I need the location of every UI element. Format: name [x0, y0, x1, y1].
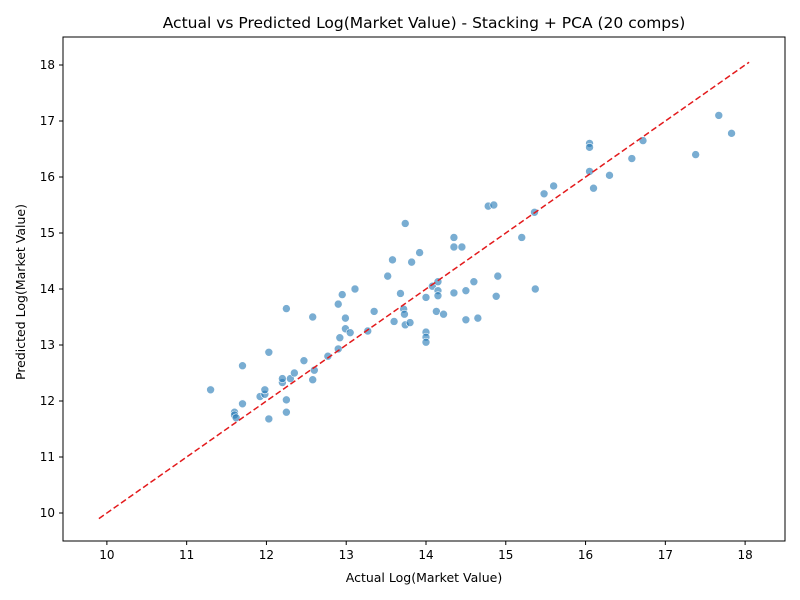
scatter-point-80 [727, 129, 736, 138]
scatter-point-23 [333, 344, 343, 354]
scatter-point-10 [264, 347, 274, 357]
y-tick-label: 14 [40, 282, 55, 296]
y-tick-label: 17 [40, 114, 55, 128]
scatter-point-40 [400, 219, 410, 228]
scatter-point-58 [461, 286, 471, 295]
scatter-point-65 [493, 271, 503, 281]
scatter-point-60 [469, 277, 479, 287]
scatter-point-38 [400, 309, 409, 319]
plot-area [62, 36, 786, 542]
x-tick-label: 16 [578, 548, 593, 562]
scatter-point-74 [589, 183, 598, 193]
scatter-point-79 [714, 111, 724, 120]
scatter-point-9 [264, 414, 274, 424]
scatter-point-41 [405, 318, 415, 327]
x-tick-label: 11 [179, 548, 194, 562]
x-tick-label: 13 [339, 548, 354, 562]
scatter-point-47 [421, 337, 431, 347]
scatter-point-57 [457, 242, 467, 252]
x-tick-label: 12 [259, 548, 274, 562]
scatter-point-43 [415, 248, 424, 257]
scatter-point-26 [337, 290, 347, 299]
scatter-point-68 [530, 284, 540, 294]
scatter-point-75 [605, 171, 614, 180]
scatter-point-69 [539, 189, 549, 199]
scatter-point-44 [421, 293, 431, 302]
x-tick-label: 14 [418, 548, 433, 562]
scatter-point-19 [308, 375, 318, 385]
x-tick-label: 17 [658, 548, 673, 562]
y-axis-label: Predicted Log(Market Value) [13, 204, 28, 380]
scatter-point-15 [282, 304, 291, 313]
y-tick-label: 16 [40, 170, 55, 184]
scatter-point-53 [439, 309, 448, 319]
scatter-point-32 [369, 307, 379, 316]
scatter-point-70 [549, 181, 558, 191]
scatter-point-12 [278, 374, 287, 383]
scatter-point-64 [491, 291, 501, 301]
scatter-point-14 [282, 407, 291, 417]
chart-title: Actual vs Predicted Log(Market Value) - … [163, 14, 686, 32]
y-axis: 10 11 12 13 14 15 16 17 18 [40, 58, 63, 520]
scatter-point-61 [473, 313, 483, 323]
y-tick-label: 18 [40, 58, 55, 72]
scatter-point-78 [691, 150, 700, 159]
reference-line [98, 61, 750, 520]
scatter-point-5 [238, 361, 247, 371]
x-tick-label: 10 [99, 548, 114, 562]
scatter-point-36 [396, 289, 405, 298]
scatter-point-30 [350, 284, 360, 294]
scatter-point-27 [341, 313, 350, 323]
scatter-point-55 [449, 242, 459, 252]
scatter-point-29 [345, 328, 355, 337]
scatter-point-25 [335, 333, 345, 343]
x-tick-label: 18 [737, 548, 752, 562]
scatter-point-0 [206, 385, 215, 395]
scatter-point-66 [517, 233, 527, 242]
scatter-point-35 [389, 317, 399, 326]
scatter-point-22 [323, 351, 333, 361]
scatter-point-21 [308, 312, 318, 322]
scatter-point-76 [627, 154, 637, 163]
scatter-point-18 [299, 356, 309, 365]
scatter-point-63 [489, 200, 499, 210]
scatter-point-34 [388, 255, 397, 265]
scatter-point-13 [282, 395, 291, 405]
scatter-point-4 [238, 399, 247, 409]
scatter-point-31 [363, 326, 373, 336]
x-axis-label: Actual Log(Market Value) [346, 570, 502, 585]
y-tick-label: 13 [40, 338, 55, 352]
y-tick-label: 12 [40, 394, 55, 408]
y-tick-label: 11 [40, 450, 55, 464]
x-axis: 10 11 12 13 14 15 16 17 18 [99, 541, 753, 562]
scatter-point-59 [461, 315, 471, 325]
scatter-point-17 [290, 368, 299, 378]
scatter-point-52 [433, 291, 443, 301]
y-tick-label: 10 [40, 506, 55, 520]
scatter-point-8 [260, 385, 270, 395]
x-tick-label: 15 [498, 548, 513, 562]
scatter-point-56 [449, 288, 459, 298]
scatter-point-48 [428, 281, 437, 291]
y-tick-label: 15 [40, 226, 55, 240]
scatter-point-72 [585, 143, 594, 152]
scatter-point-33 [383, 271, 393, 281]
scatter-point-24 [333, 299, 343, 309]
scatter-point-3 [231, 413, 241, 423]
scatter-point-49 [432, 307, 441, 316]
scatter-point-54 [449, 233, 459, 242]
scatter-point-42 [407, 257, 416, 267]
